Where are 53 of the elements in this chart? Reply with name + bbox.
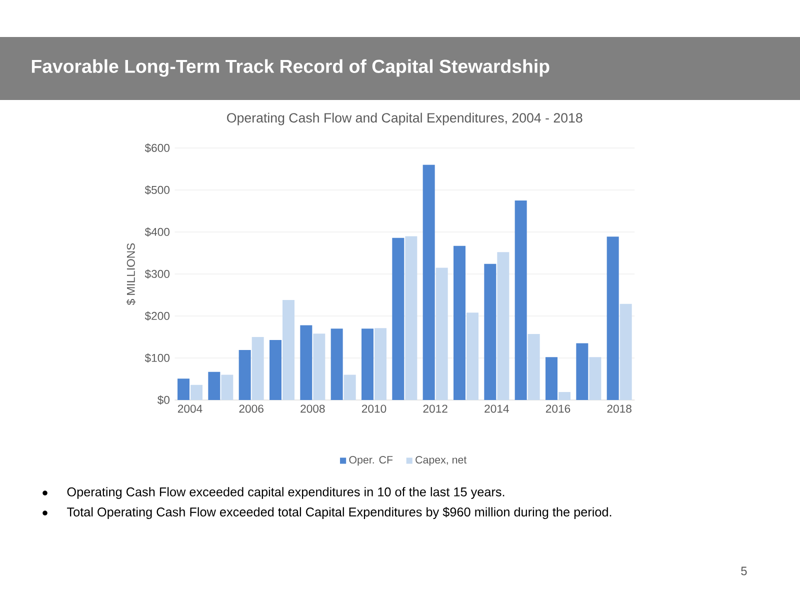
y-tick-label: $400	[144, 227, 170, 237]
bar	[330, 328, 343, 400]
bar	[221, 374, 234, 400]
bar	[362, 328, 374, 400]
y-tick-label: $600	[144, 143, 170, 153]
bar	[589, 357, 602, 400]
bar	[558, 392, 571, 400]
y-tick-label: $100	[144, 353, 170, 363]
legend-label: Capex, net	[416, 456, 467, 466]
x-tick-label: 2010	[362, 404, 386, 413]
bar	[252, 337, 264, 400]
text: Operating Cash Flow exceeded capital expenditures in 10 of the last 15 years.	[67, 487, 504, 499]
y-tick-label: $500	[144, 185, 170, 195]
x-tick-label: 2018	[607, 404, 632, 413]
bar	[546, 357, 558, 400]
bar	[270, 340, 282, 400]
bar	[528, 334, 540, 400]
x-tick-label: 2004	[178, 404, 202, 413]
text: Total Operating Cash Flow exceeded total Capital Expenditures by $960 million during the period.	[67, 506, 612, 520]
bar	[436, 268, 448, 400]
chart-subtitle: Favorable Long-Term Track Record of Capital Stewardship	[32, 59, 550, 77]
bar	[422, 164, 435, 400]
bar	[392, 238, 404, 400]
bar	[620, 304, 632, 400]
bar	[190, 384, 202, 400]
bar	[576, 343, 588, 400]
bar	[466, 312, 479, 400]
x-tick-label: 2008	[300, 404, 325, 413]
bar	[606, 236, 619, 400]
bar	[374, 328, 386, 400]
bar	[454, 246, 466, 400]
bar	[514, 200, 527, 400]
bar	[300, 325, 312, 400]
bar	[178, 378, 190, 400]
text: 5	[741, 566, 747, 576]
bar	[313, 334, 326, 400]
bar	[405, 236, 418, 400]
bar	[238, 350, 251, 400]
bar	[484, 264, 496, 400]
y-tick-label: $200	[144, 311, 170, 321]
x-tick-label: 2012	[423, 404, 448, 413]
y-tick-label: $0	[157, 395, 170, 405]
y-axis-title: $ MILLIONS	[126, 243, 136, 306]
bar	[344, 374, 356, 400]
legend-label: Oper. CF	[349, 456, 393, 466]
x-tick-label: 2006	[239, 404, 264, 413]
y-tick-label: $300	[144, 269, 170, 279]
x-tick-label: 2016	[546, 404, 570, 413]
bar	[282, 300, 294, 400]
bar	[208, 372, 220, 400]
chart-title: Operating Cash Flow and Capital Expenditures, 2004 - 2018	[227, 112, 582, 126]
bar	[497, 252, 510, 400]
x-tick-label: 2014	[484, 404, 509, 413]
